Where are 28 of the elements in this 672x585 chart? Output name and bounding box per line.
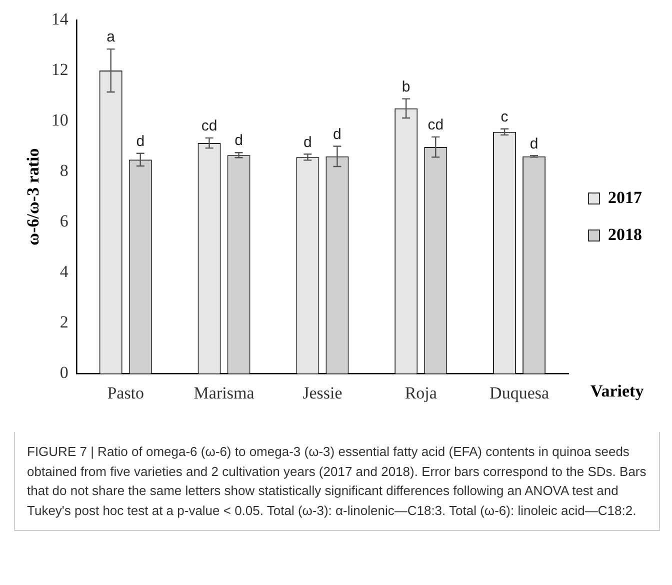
data-label: d (304, 134, 312, 151)
data-label: c (500, 108, 509, 126)
y-tick-label: 0 (60, 363, 68, 382)
y-tick-label: 2 (60, 312, 68, 332)
y-tick-label: 14 (51, 9, 69, 28)
x-tick-label: Pasto (107, 383, 144, 402)
caption: FIGURE 7 | Ratio of omega-6 (ω-6) to omega-3 (ω-3) essential fatty acid (EFA) contents in quinoa seeds obtained from five varieties and 2 cultivation years (2017 and 2018). Error bars correspond to the SDs. Bars that do not share the same letters show statistically significant differences following an ANOVA test and Tukey's post hoc test at a p-value < 0.05. Total (ω-3): α-linolenic—C18:3. Total (ω-6): linoleic acid—C18:2. (27, 443, 647, 520)
data-label: d (136, 133, 145, 150)
legend-label: 2018 (608, 224, 642, 244)
y-tick-label: 6 (60, 212, 68, 231)
data-label: cd (201, 118, 218, 135)
data-label: d (234, 132, 243, 150)
y-tick-label: 12 (51, 60, 68, 79)
data-label: d (333, 126, 342, 143)
x-tick-label: Duquesa (490, 383, 550, 402)
data-label: b (402, 78, 410, 96)
data-label: d (530, 135, 538, 152)
x-tick-label: Marisma (194, 383, 255, 402)
data-label: a (106, 28, 116, 46)
data-label: cd (428, 116, 444, 134)
x-tick-label: Roja (404, 383, 438, 402)
y-tick-label: 4 (60, 262, 69, 282)
x-axis-title: Variety (590, 381, 644, 400)
x-tick-label: Jessie (302, 383, 342, 402)
y-tick-label: 8 (60, 161, 68, 180)
y-tick-label: 10 (51, 110, 68, 130)
legend-label: 2017 (608, 188, 642, 207)
y-axis-title: ω-6/ω-3 ratio (24, 148, 43, 246)
